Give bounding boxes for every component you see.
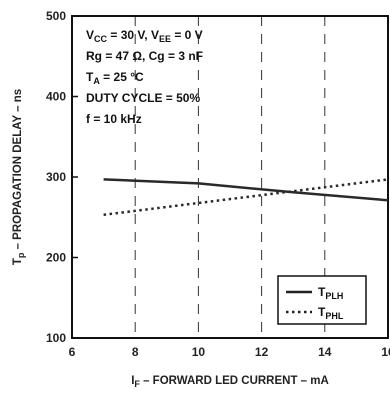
y-tick-labels: 100 200 300 400 500: [46, 9, 66, 345]
y-tick-label-500: 500: [46, 9, 66, 23]
condition-temperature: TA = 25 °C: [86, 70, 144, 86]
y-tick-label-300: 300: [46, 170, 66, 184]
y-tick-label-200: 200: [46, 251, 66, 265]
series-line-t-plh: [103, 178, 389, 202]
condition-gate: Rg = 47 Ω, Cg = 3 nF: [86, 49, 203, 63]
legend: TPLH TPHL: [277, 275, 367, 325]
x-axis-label: IF – FORWARD LED CURRENT – mA: [131, 375, 329, 389]
y-axis-label: Tp – PROPAGATION DELAY – ns: [12, 89, 26, 265]
condition-frequency: f = 10 kHz: [86, 112, 142, 126]
legend-label-phl: TPHL: [318, 305, 344, 321]
x-tick-label-6: 6: [69, 345, 76, 359]
y-tick-label-400: 400: [46, 90, 66, 104]
condition-duty-cycle: DUTY CYCLE = 50%: [86, 91, 200, 105]
x-tick-label-8: 8: [132, 345, 139, 359]
legend-label-plh: TPLH: [318, 285, 343, 301]
legend-box: [277, 275, 367, 325]
y-tick-label-100: 100: [46, 331, 66, 345]
plot-frame: [71, 15, 389, 339]
x-tick-label-10: 10: [192, 345, 206, 359]
data-series: [103, 178, 389, 217]
condition-supply: VCC = 30 V, VEE = 0 V: [86, 28, 203, 44]
x-tick-label-12: 12: [255, 345, 269, 359]
x-tick-labels: 6 8 10 12 14 16: [69, 345, 390, 359]
test-conditions: VCC = 30 V, VEE = 0 V Rg = 47 Ω, Cg = 3 …: [86, 28, 203, 126]
x-tick-label-14: 14: [318, 345, 332, 359]
x-tick-label-16: 16: [381, 345, 390, 359]
